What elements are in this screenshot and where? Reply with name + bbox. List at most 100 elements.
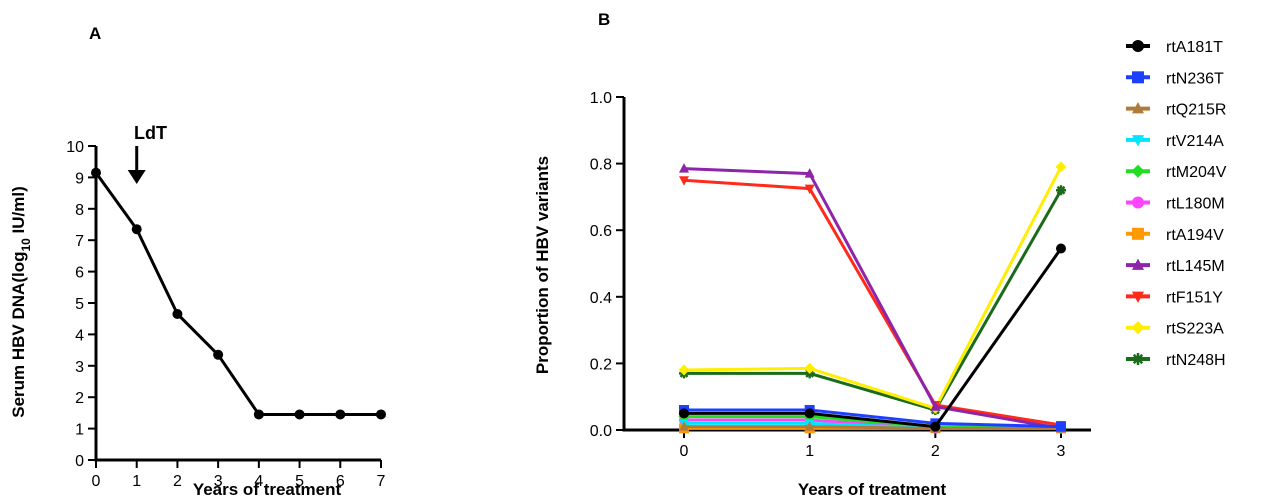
panel-a-y-tick-label: 10	[66, 139, 84, 156]
panel-b-data-point-rtA181T	[804, 408, 815, 419]
panel-a-y-axis-title-subscript: 10	[19, 238, 33, 252]
panel-b-y-tick-label: 0.2	[590, 356, 612, 373]
panel-a-y-tick-label: 3	[75, 359, 84, 376]
legend-item-rtV214A: rtV214A	[1126, 133, 1224, 150]
legend-swatch-marker	[1132, 227, 1144, 240]
legend-item-rtL180M: rtL180M	[1126, 196, 1225, 213]
legend-label: rtN236T	[1166, 70, 1224, 87]
legend-item-rtS223A: rtS223A	[1126, 321, 1224, 338]
ldt-arrow-head	[127, 170, 146, 184]
panel-b-data-point-rtA181T	[930, 421, 941, 432]
legend-item-rtF151Y: rtF151Y	[1126, 289, 1223, 306]
panel-a-data-point	[172, 308, 183, 319]
panel-b-data-point-rtF151Y	[679, 176, 689, 186]
panel-b-series-line-rtN236T	[684, 408, 1062, 429]
panel-a-x-tick-label: 1	[132, 473, 141, 490]
panel-a-data-point	[335, 409, 346, 420]
panel-b-y-tick-label: 0.6	[590, 223, 612, 240]
panel-b-x-tick-label: 2	[931, 443, 940, 460]
panel-b-data-point-rtL145M	[679, 163, 689, 173]
legend-swatch-marker	[1132, 102, 1144, 114]
panel-a-y-tick-label: 5	[75, 296, 84, 313]
panel-a-series-line	[94, 171, 381, 416]
panel-b-data-point-rtF151Y	[804, 184, 815, 195]
panel-b-y-axis-title: Proportion of HBV variants	[533, 156, 552, 374]
legend-label: rtF151Y	[1166, 289, 1223, 306]
panel-a-letter: A	[89, 24, 101, 43]
legend-swatch-marker	[1132, 40, 1144, 52]
panel-b-x-tick-label: 0	[680, 443, 689, 460]
panel-a-data-point	[131, 224, 142, 235]
panel-b-plot: 0.0 0.2 0.4 0.6 0.8 1.0 0 1 2 3	[590, 90, 1091, 460]
legend-item-rtN248H: rtN248H	[1126, 352, 1226, 369]
panel-b-y-tick-label: 0.8	[590, 157, 612, 174]
panel-b-series-line-rtL145M	[683, 167, 1062, 430]
legend-item-rtM204V: rtM204V	[1126, 164, 1227, 181]
panel-b-data-point-rtL145M	[804, 168, 815, 178]
panel-b-data-point-rtS223A	[804, 362, 816, 374]
panel-b-x-tick-label: 3	[1057, 443, 1066, 460]
panel-b-series-line-rtA181T	[684, 247, 1063, 429]
legend-swatch-marker	[1132, 353, 1144, 365]
panel-a-y-tick-label: 7	[75, 233, 84, 250]
panel-a-x-tick-label: 0	[92, 473, 101, 490]
panel-a-y-tick-label: 1	[75, 422, 84, 439]
panel-b-data-point-rtQ215R	[679, 421, 689, 431]
panel-b-series-line-rtN248H	[684, 189, 1063, 412]
legend-item-rtN236T: rtN236T	[1126, 70, 1224, 87]
ldt-annotation-label: LdT	[134, 123, 167, 143]
panel-b-data-point-rtN248H	[1056, 185, 1066, 196]
legend-label: rtL180M	[1166, 196, 1225, 213]
legend-label: rtA194V	[1166, 227, 1224, 244]
panel-a-x-tick-label: 6	[336, 473, 345, 490]
panel-b-x-axis-title: Years of treatment	[798, 480, 947, 499]
legend-label: rtV214A	[1166, 133, 1224, 150]
panel-a-plot: 0 1 2 3 4 5 6 7 8 9 10 0 1 2 3 4 5 6 7	[66, 139, 386, 490]
panel-b-y-tick-label: 0.0	[590, 423, 612, 440]
panel-b-legend: rtA181T rtN236T rtQ215R rtV214A rtM204V rtL18…	[1126, 39, 1227, 369]
panel-a-x-tick-label: 2	[173, 473, 182, 490]
panel-a-x-tick-label: 3	[214, 473, 223, 490]
panel-b-data-point-rtS223A	[1055, 161, 1067, 173]
panel-b-data-point-rtS223A	[678, 364, 690, 376]
panel-a-x-axis-title: Years of treatment	[193, 480, 342, 499]
panel-b-series-line-rtS223A	[683, 166, 1063, 411]
panel-b-data-point-rtQ215R	[804, 421, 815, 431]
panel-a-data-point	[213, 349, 224, 360]
legend-item-rtA181T: rtA181T	[1126, 39, 1223, 56]
panel-a-data-point	[376, 409, 386, 420]
legend-label: rtA181T	[1166, 39, 1223, 56]
panel-b-data-point-rtL145M	[930, 401, 941, 411]
legend-label: rtQ215R	[1166, 102, 1226, 119]
panel-a-x-tick-label: 4	[254, 473, 263, 490]
panel-b-y-tick-label: 1.0	[590, 90, 612, 107]
legend-swatch-marker	[1132, 71, 1144, 84]
legend-label: rtM204V	[1166, 164, 1227, 181]
panel-a-x-tick-label: 7	[377, 473, 386, 490]
legend-swatch-marker	[1132, 196, 1144, 209]
panel-a-data-point	[91, 167, 101, 178]
panel-b-series-line-rtF151Y	[683, 178, 1062, 427]
panel-a-y-tick-label: 9	[75, 170, 84, 187]
panel-b-letter: B	[598, 10, 610, 29]
legend-swatch-marker	[1131, 164, 1145, 178]
legend-label: rtS223A	[1166, 321, 1224, 338]
panel-a-y-tick-label: 4	[75, 327, 84, 344]
panel-a-y-axis-title-main: Serum HBV DNA(log	[9, 252, 28, 418]
panel-b-data-point-rtA181T	[679, 408, 689, 419]
panel-b-series-line-rtQ215R	[684, 425, 1061, 430]
panel-a-x-tick-label: 5	[295, 473, 304, 490]
marker-stroke	[1132, 353, 1144, 365]
panel-a-y-axis-title-end: IU/ml)	[9, 186, 28, 238]
legend-label: rtL145M	[1166, 258, 1225, 275]
panel-a-y-tick-label: 0	[75, 453, 84, 470]
legend-swatch-marker	[1132, 135, 1144, 147]
legend-swatch-marker	[1132, 258, 1144, 270]
panel-a-y-tick-label: 6	[75, 265, 84, 282]
panel-b-x-tick-label: 1	[805, 443, 814, 460]
panel-a-y-tick-label: 8	[75, 202, 84, 219]
panel-b-y-tick-label: 0.4	[590, 290, 612, 307]
legend-item-rtQ215R: rtQ215R	[1126, 102, 1226, 119]
legend-item-rtA194V: rtA194V	[1126, 227, 1224, 244]
